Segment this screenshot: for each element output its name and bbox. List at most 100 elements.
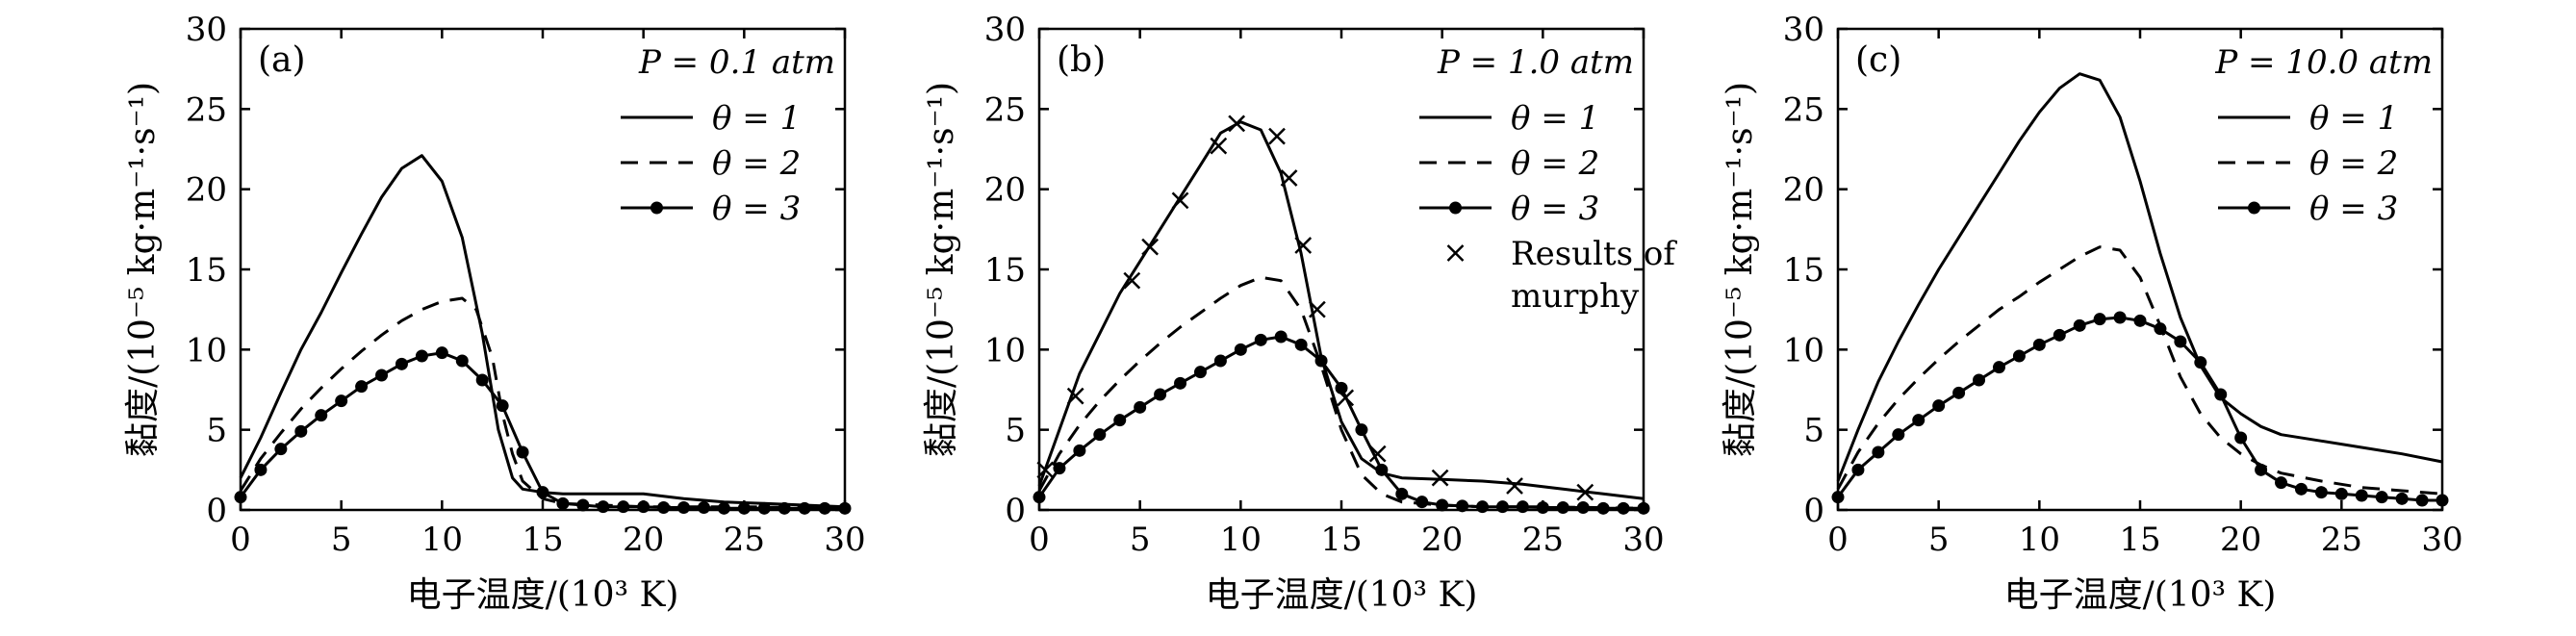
data-point (1213, 354, 1227, 368)
cross-stroke (1576, 483, 1594, 501)
data-point (1193, 366, 1207, 379)
data-point (778, 501, 791, 515)
data-point (2073, 318, 2086, 332)
data-point (1932, 399, 1946, 413)
legend-label-cont: murphy (1511, 277, 1640, 316)
pressure-label: P = 1.0 atm (1437, 43, 1634, 82)
data-point-cross (1141, 238, 1160, 256)
data-point (2275, 476, 2288, 490)
cross-stroke (1171, 191, 1189, 210)
data-point (516, 445, 529, 459)
data-point-cross (1210, 137, 1228, 155)
data-point (435, 346, 448, 360)
y-tick-label: 30 (1783, 11, 1824, 49)
y-tick-label: 25 (984, 90, 1026, 129)
data-point (617, 500, 630, 514)
y-tick-label: 5 (206, 412, 227, 450)
data-point-cross (1368, 445, 1387, 463)
data-point (274, 443, 288, 456)
cross-stroke (1141, 238, 1160, 256)
legend-label: θ = 1 (2309, 99, 2398, 138)
legend-label: θ = 3 (1511, 190, 1599, 228)
legend-entry-2: θ = 2 (621, 144, 801, 183)
data-point (737, 501, 751, 515)
x-tick-label: 20 (1421, 521, 1463, 559)
legend-entry-3: θ = 3 (2218, 190, 2398, 228)
series-3 (1033, 330, 1650, 515)
data-point (1234, 343, 1247, 356)
y-axis-title: 黏度/(10⁻⁵ kg·m⁻¹·s⁻¹) (922, 82, 961, 457)
x-tick-label: 25 (724, 521, 765, 559)
y-tick-label: 15 (984, 251, 1026, 290)
data-point-cross (1066, 387, 1084, 405)
cross-stroke (1210, 137, 1228, 155)
panel-label: (b) (1057, 40, 1106, 80)
series-line (1037, 275, 1645, 510)
legend-entry-2: θ = 2 (1419, 144, 1599, 183)
y-tick-label: 5 (1803, 412, 1824, 450)
y-tick-label: 30 (984, 11, 1026, 49)
cross-stroke (1280, 169, 1298, 187)
panel-label: (c) (1855, 40, 1901, 80)
data-point (697, 501, 710, 514)
legend-entry-1: θ = 1 (1419, 99, 1599, 138)
series-line (239, 296, 846, 510)
x-axis-title: 电子温度/(10³ K) (2004, 575, 2277, 615)
data-point (2093, 313, 2106, 326)
series-line (239, 351, 845, 510)
data-point (1973, 373, 1986, 387)
cross-stroke (1228, 114, 1246, 133)
series-3 (1831, 311, 2449, 507)
series-line (1836, 245, 2443, 496)
data-point (1174, 376, 1187, 390)
data-point (1536, 501, 1549, 514)
data-point (2375, 491, 2388, 504)
series-line (1836, 316, 2442, 502)
y-tick-label: 30 (186, 11, 227, 49)
legend-entry-1: θ = 1 (621, 99, 801, 138)
panel-label: (a) (258, 40, 306, 80)
data-point (536, 486, 549, 499)
data-point (637, 500, 650, 514)
data-point (1395, 487, 1409, 500)
chart-panel-3: 0 5 10 15 20 25 30 0 5 10 15 20 25 30 电子温度/(10³ K) 黏度/(… (1721, 11, 2463, 615)
cross-stroke (1368, 445, 1387, 463)
data-point (1355, 423, 1368, 437)
data-point (2234, 431, 2248, 445)
cross-stroke (1506, 477, 1523, 495)
y-tick-label: 0 (206, 492, 227, 530)
y-tick-label: 20 (1783, 171, 1824, 210)
pressure-label: P = 10.0 atm (2214, 43, 2433, 82)
series-line (1836, 72, 2443, 482)
data-point (1952, 386, 1966, 399)
cross-stroke (1066, 387, 1084, 405)
data-point-cross (1036, 461, 1055, 479)
x-tick-label: 5 (1928, 521, 1950, 559)
data-point-cross (1171, 191, 1189, 210)
data-point (415, 349, 428, 363)
x-tick-label: 10 (421, 521, 463, 559)
x-tick-label: 25 (1522, 521, 1564, 559)
legend-label: θ = 2 (1511, 144, 1599, 183)
cross-stroke (1036, 461, 1055, 479)
legend-label: θ = 3 (712, 190, 801, 228)
series-3 (234, 346, 852, 515)
data-point (798, 501, 811, 515)
data-point-cross (1228, 114, 1246, 133)
data-point (1274, 330, 1288, 343)
legend: P = 0.1 atm θ = 1 θ = 2 θ = 3 (621, 43, 835, 228)
data-point (375, 369, 389, 382)
legend-label: Results of (1511, 235, 1677, 273)
data-point (2415, 494, 2429, 507)
data-point (1294, 338, 1308, 351)
series-line (239, 154, 846, 509)
x-tick-label: 20 (2220, 521, 2261, 559)
legend-entry-4: Results of murphy (1446, 235, 1677, 316)
data-point (1992, 361, 2005, 374)
data-point (335, 394, 348, 408)
series-4 (1036, 114, 1594, 501)
legend-label: θ = 1 (712, 99, 801, 138)
data-point (1476, 500, 1490, 514)
x-tick-label: 15 (2119, 521, 2160, 559)
